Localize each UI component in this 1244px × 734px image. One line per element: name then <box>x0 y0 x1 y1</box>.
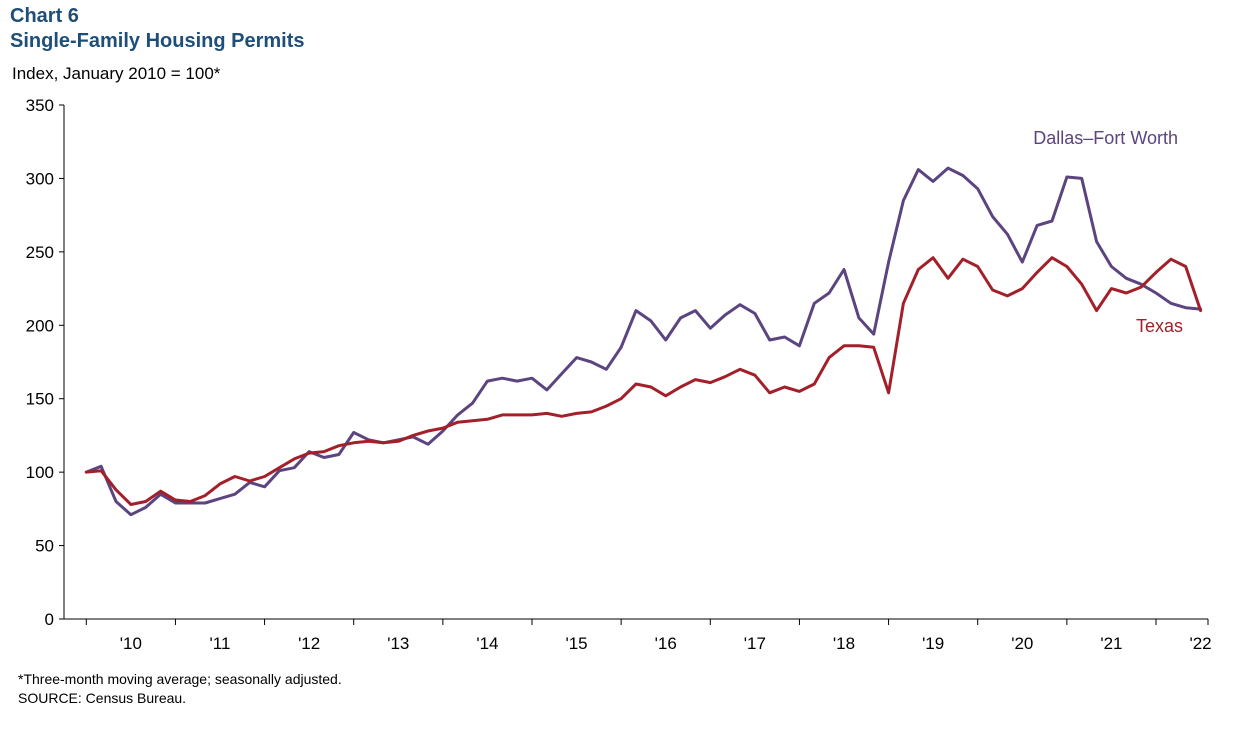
y-tick-label: 50 <box>35 537 54 556</box>
x-tick-label: '14 <box>476 634 498 653</box>
y-tick-label: 250 <box>26 243 54 262</box>
series-line-texas <box>84 256 1203 506</box>
series-line-dallas-fort-worth <box>84 166 1203 517</box>
y-axis-unit-label: Index, January 2010 = 100* <box>12 64 221 83</box>
x-tick-label: '16 <box>655 634 677 653</box>
y-tick-label: 100 <box>26 463 54 482</box>
series-label-texas: Texas <box>1136 316 1183 336</box>
x-tick-label: '20 <box>1011 634 1033 653</box>
x-tick-label: '12 <box>298 634 320 653</box>
y-tick-label: 0 <box>45 610 54 629</box>
x-tick-label: '17 <box>744 634 766 653</box>
x-tick-label: '15 <box>565 634 587 653</box>
x-tick-label: '11 <box>210 634 231 653</box>
chart-number: Chart 6 <box>10 5 79 27</box>
x-tick-label: '22 <box>1189 634 1211 653</box>
x-tick-label: '10 <box>120 634 142 653</box>
y-tick-label: 150 <box>26 390 54 409</box>
footnote: *Three-month moving average; seasonally … <box>18 671 342 687</box>
chart-title: Single-Family Housing Permits <box>10 30 305 52</box>
source-note: SOURCE: Census Bureau. <box>18 690 187 706</box>
x-tick-label: '18 <box>833 634 855 653</box>
y-tick-label: 300 <box>26 169 54 188</box>
x-tick-label: '21 <box>1100 634 1122 653</box>
y-tick-label: 200 <box>26 316 54 335</box>
series-label-dallas-fort-worth: Dallas–Fort Worth <box>1033 128 1178 148</box>
x-tick-label: '19 <box>922 634 944 653</box>
y-tick-label: 350 <box>26 96 54 115</box>
x-tick-label: '13 <box>387 634 409 653</box>
